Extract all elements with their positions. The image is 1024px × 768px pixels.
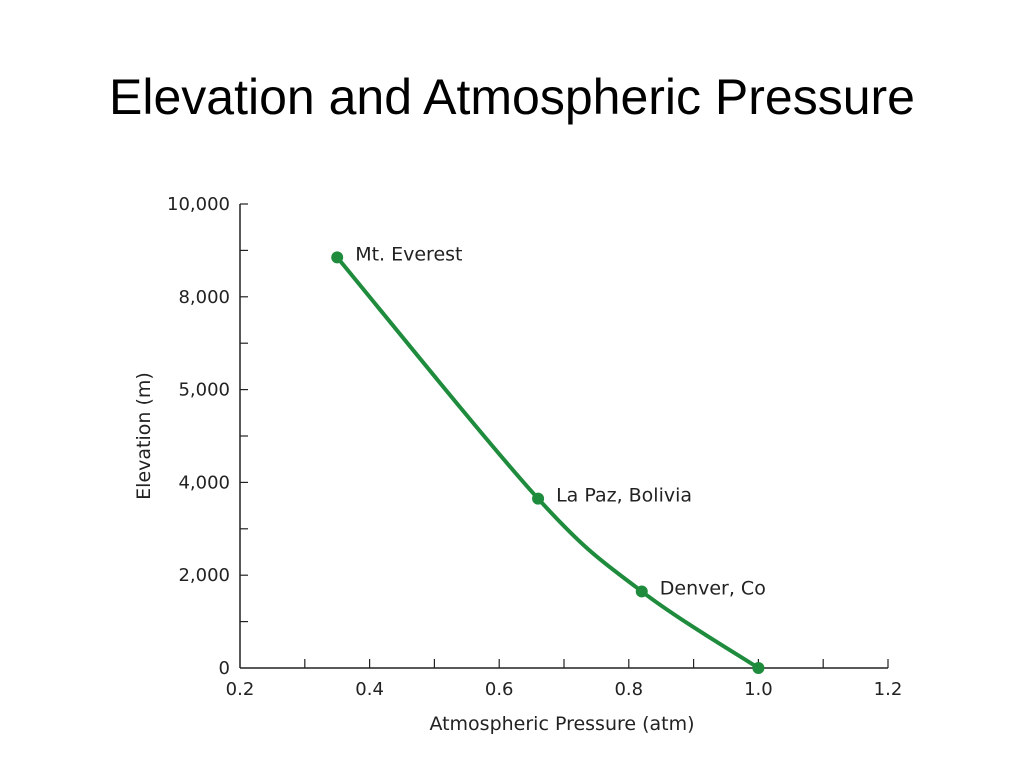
chart-axes [239,204,888,669]
y-tick-label: 4,000 [178,472,230,493]
y-axis-title: Elevation (m) [133,372,155,500]
data-point-label: La Paz, Bolivia [556,485,692,507]
y-tick-label: 10,000 [167,194,230,215]
data-point [532,492,545,505]
x-tick-label: 0.8 [614,679,643,700]
data-point-label: Mt. Everest [355,243,462,265]
x-tick-label: 1.0 [744,679,773,700]
x-tick-label: 0.2 [226,679,255,700]
x-tick-label: 1.2 [874,679,903,700]
x-tick-label: 0.4 [355,679,384,700]
series-line [335,255,761,670]
chart-series [335,255,761,670]
x-tick-label: 0.6 [485,679,514,700]
data-point [752,662,765,674]
slide-title: Elevation and Atmospheric Pressure [109,69,915,125]
y-tick-label: 2,000 [178,565,230,586]
x-axis-title: Atmospheric Pressure (atm) [429,713,694,735]
data-point [635,585,648,598]
data-point-label: Denver, Co [660,577,766,599]
chart-ticks [240,203,889,668]
y-tick-label: 8,000 [178,287,230,308]
chart-points [331,251,765,674]
chart-tick-labels: 0.2 0.4 0.6 0.8 1.0 1.2 0 2,000 4,000 5,000 8,000 1… [167,194,902,700]
data-point [331,251,344,264]
y-tick-label: 5,000 [178,380,230,401]
chart-point-labels: Mt. Everest La Paz, Bolivia Denver, Co [355,243,766,599]
y-tick-label: 0 [219,658,230,679]
